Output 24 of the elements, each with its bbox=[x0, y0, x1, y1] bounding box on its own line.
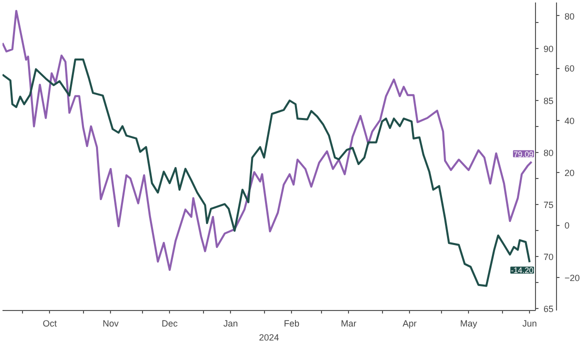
y2-tick-label: 0 bbox=[564, 220, 570, 231]
data-label: 79.09 bbox=[513, 150, 534, 159]
y2-tick-label: 60 bbox=[564, 64, 575, 74]
x-tick-label: Jan bbox=[223, 318, 238, 328]
x-tick-label: Mar bbox=[340, 318, 356, 328]
y-tick-label: 75 bbox=[544, 200, 554, 210]
y2-tick-label: −20 bbox=[564, 272, 580, 283]
y2-tick-label: 40 bbox=[564, 116, 575, 126]
y2-tick-label: 80 bbox=[564, 11, 575, 22]
y-tick-label: 90 bbox=[544, 44, 554, 54]
x-axis-title: 2024 bbox=[258, 332, 280, 342]
x-tick-label: Apr bbox=[402, 318, 417, 328]
x-tick-label: Nov bbox=[102, 318, 120, 328]
y-tick-label: 80 bbox=[544, 148, 554, 158]
y-tick-label: 70 bbox=[544, 252, 554, 262]
x-tick-label: Dec bbox=[162, 318, 178, 328]
y2-tick-label: 20 bbox=[564, 168, 575, 178]
x-tick-label: Jun bbox=[522, 318, 537, 328]
x-tick-label: Oct bbox=[42, 318, 58, 328]
x-tick-label: Feb bbox=[284, 318, 300, 328]
y-tick-label: 85 bbox=[544, 96, 554, 106]
data-label: -14.20 bbox=[510, 266, 534, 276]
y-tick-label: 65 bbox=[544, 304, 554, 314]
x-tick-label: May bbox=[460, 318, 478, 328]
